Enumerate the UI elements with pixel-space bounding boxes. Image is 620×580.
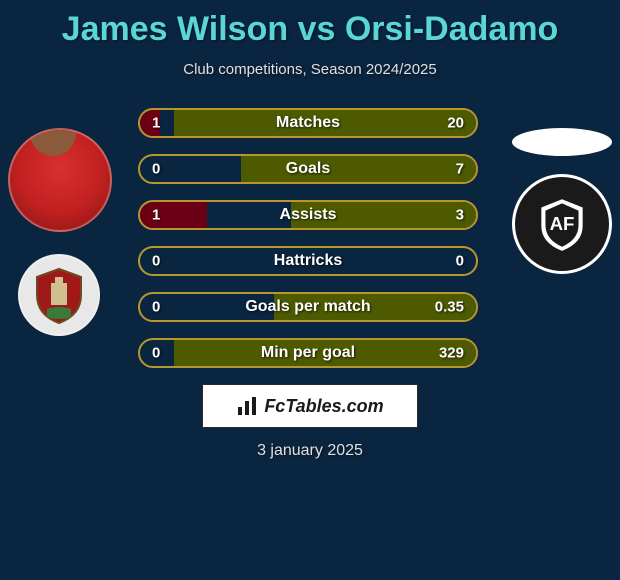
- stat-value-right: 0.35: [435, 299, 464, 316]
- stat-value-right: 7: [456, 161, 464, 178]
- club-badge-left: [18, 254, 100, 336]
- stat-bar: 1 3 Assists: [138, 200, 478, 230]
- stat-label: Assists: [280, 206, 337, 224]
- stat-label: Goals per match: [245, 298, 370, 316]
- chart-bars-icon: [236, 395, 258, 417]
- stat-label: Matches: [276, 114, 340, 132]
- logo-text: FcTables.com: [264, 396, 383, 417]
- comparison-chart: AF 1 20 Matches 0 7 Goals 1 3 Assists 0 0 Hattricks…: [0, 108, 620, 368]
- stat-value-right: 20: [447, 115, 464, 132]
- left-player-column: [8, 128, 112, 336]
- stat-bar: 0 7 Goals: [138, 154, 478, 184]
- stat-value-left: 1: [152, 115, 160, 132]
- shield-crest-icon: [29, 265, 89, 325]
- player-photo-left: [8, 128, 112, 232]
- svg-text:AF: AF: [550, 213, 575, 234]
- page-title: James Wilson vs Orsi-Dadamo: [0, 0, 620, 49]
- bar-fill-left: [140, 202, 207, 228]
- stat-bar: 0 0 Hattricks: [138, 246, 478, 276]
- stat-value-right: 3: [456, 207, 464, 224]
- footer-date: 3 january 2025: [0, 442, 620, 460]
- stat-bar: 0 0.35 Goals per match: [138, 292, 478, 322]
- bar-fill-right: [241, 156, 476, 182]
- stat-bar: 1 20 Matches: [138, 108, 478, 138]
- stat-value-right: 329: [439, 345, 464, 362]
- club-badge-right: AF: [512, 174, 612, 274]
- stat-value-right: 0: [456, 253, 464, 270]
- stat-value-left: 0: [152, 299, 160, 316]
- fctables-logo: FcTables.com: [202, 384, 418, 428]
- stat-label: Goals: [286, 160, 330, 178]
- stat-label: Hattricks: [274, 252, 342, 270]
- stat-bar: 0 329 Min per goal: [138, 338, 478, 368]
- stat-value-left: 0: [152, 345, 160, 362]
- bar-list: 1 20 Matches 0 7 Goals 1 3 Assists 0 0 Hattricks 0 0.…: [138, 108, 478, 368]
- stat-value-left: 0: [152, 253, 160, 270]
- right-player-column: AF: [512, 128, 612, 274]
- placeholder-oval-icon: [512, 128, 612, 156]
- subtitle: Club competitions, Season 2024/2025: [0, 61, 620, 78]
- stat-label: Min per goal: [261, 344, 355, 362]
- shield-af-icon: AF: [531, 193, 593, 255]
- stat-value-left: 1: [152, 207, 160, 224]
- stat-value-left: 0: [152, 161, 160, 178]
